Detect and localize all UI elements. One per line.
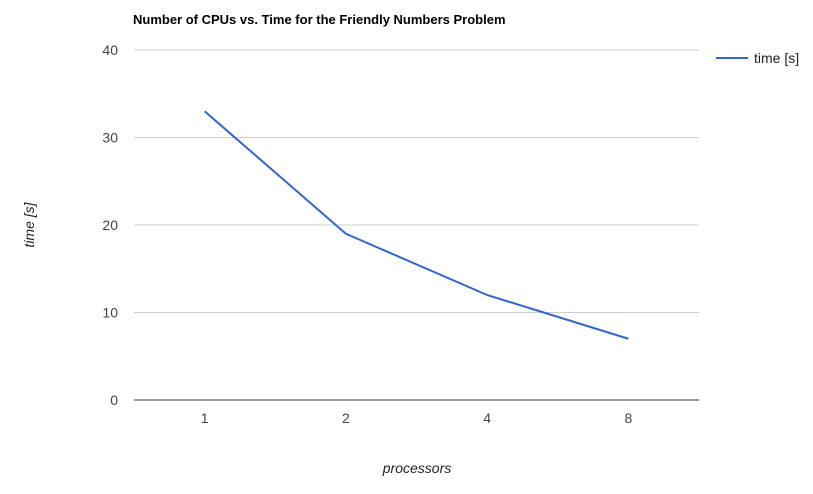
x-tick-label: 2 (342, 410, 350, 426)
chart-title: Number of CPUs vs. Time for the Friendly… (133, 12, 506, 27)
gridlines (134, 50, 699, 313)
y-tick-label: 10 (102, 305, 118, 321)
legend-label: time [s] (754, 50, 799, 66)
legend: time [s] (716, 50, 799, 66)
x-axis-title: processors (382, 460, 451, 476)
x-axis-tick-labels: 1 2 4 8 (201, 410, 633, 426)
y-tick-label: 30 (102, 130, 118, 146)
y-tick-label: 0 (110, 392, 118, 408)
x-tick-label: 8 (624, 410, 632, 426)
x-tick-label: 4 (483, 410, 491, 426)
x-tick-label: 1 (201, 410, 209, 426)
y-axis-tick-labels: 0 10 20 30 40 (102, 42, 118, 408)
y-axis-title: time [s] (21, 201, 37, 247)
y-tick-label: 40 (102, 42, 118, 58)
y-tick-label: 20 (102, 217, 118, 233)
